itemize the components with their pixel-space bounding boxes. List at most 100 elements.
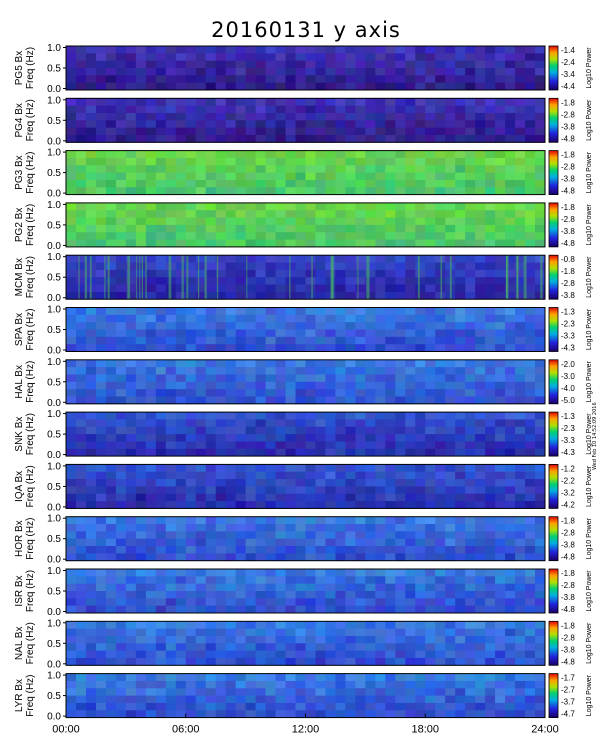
spectrogram-cell [95,224,107,233]
spectrogram-cell [165,680,177,689]
spectrogram-cell [375,165,386,173]
spectrogram-cell [145,150,157,159]
spectrogram-cell [165,307,177,316]
spectrogram-cell [295,277,306,285]
spectrogram-cell [375,621,386,630]
spectrogram-cell [125,695,137,704]
spectrogram-cell [175,702,187,711]
spectrogram-cell [355,60,366,69]
spectrogram-cell [205,239,217,248]
spectrogram-cell [165,516,177,525]
spectrogram-cell [85,493,97,502]
spectrogram-cell [515,179,526,188]
spectrogram-cell [245,605,257,614]
spectrogram-cell [305,120,316,129]
spectrogram-cell [105,688,117,696]
spectrogram-cell [415,643,426,652]
spectrogram-cell [475,134,486,143]
spectrogram-cell [175,531,187,540]
spectrogram-cell [345,82,356,91]
spectrogram-cell [85,569,97,577]
spectrogram-cell [405,471,416,480]
colorbar-tick-label: -4.3 [561,448,575,457]
spectrogram-cell [365,621,376,630]
spectrogram-cell [145,643,157,652]
spectrogram-cell [225,464,237,473]
spectrogram-cell [135,516,147,525]
spectrogram-cell [425,426,436,435]
spectrogram-cell [295,657,306,666]
spectrogram-cell [395,82,406,91]
spectrogram-cell [455,702,466,711]
spectrogram-cell [505,501,516,509]
spectrogram-cell [255,591,266,599]
spectrogram-cell [245,531,257,540]
spectrogram-cell [355,635,366,644]
spectrogram-cell [515,359,526,368]
spectrogram-cell [485,187,496,195]
spectrogram-cell [295,134,306,143]
spectrogram-cell [525,621,536,630]
spectrogram-cell [305,569,316,577]
spectrogram-cell [425,605,436,614]
spectrogram-cell [235,344,247,352]
spectrogram-cell [365,262,376,271]
spectrogram-cell [95,650,107,659]
spectrogram-cell [475,202,486,211]
spectrogram-cell [485,165,496,173]
spectrogram-cell [175,60,187,69]
spectrogram-cell [355,657,366,666]
spectrogram-cell [235,307,247,316]
spectrogram-cell [125,621,137,630]
spectrogram-cell [325,635,336,644]
spectrogram-cell [215,307,227,316]
spectrogram-cell [495,367,506,375]
spectrogram-cell [445,538,456,547]
spectrogram-cell [515,127,526,136]
spectrogram-cell [475,239,486,248]
spectrogram-cell [165,46,177,54]
spectrogram-cell [115,412,127,420]
spectrogram-cell [465,336,476,345]
spectrogram-cell [435,127,446,136]
spectrogram-cell [135,710,147,718]
spectrogram-cell [495,68,506,76]
spectrogram-cell [535,680,546,689]
spectrogram-cell [505,120,516,129]
spectrogram-cell [195,262,207,271]
spectrogram-cell [435,493,446,502]
spectrogram-cell [425,576,436,585]
spectrogram-cell [185,112,197,121]
spectrogram-cell [415,605,426,614]
spectrogram-cell [215,538,227,547]
spectrogram-cell [265,314,276,323]
spectrogram-cell [415,538,426,547]
spectrogram-cell [215,657,227,666]
spectrogram-cell [375,202,386,211]
spectrogram-cell [355,224,366,233]
spectrogram-cell [405,546,416,554]
spectrogram-cell [455,172,466,181]
spectrogram-cell [235,53,247,62]
spectrogram-cell [305,179,316,188]
spectrogram-cell [475,464,486,473]
spectrogram-cell [205,479,217,487]
spectrogram-cell [515,501,526,509]
spectrogram-cell [155,150,167,159]
spectrogram-cell [355,419,366,428]
spectrogram-cell [535,202,546,211]
spectrogram-cell [255,688,266,696]
spectrogram-cell [455,210,466,218]
spectrogram-cell [525,412,536,420]
spectrogram-cell [525,68,536,76]
spectrogram-cell [415,673,426,682]
spectrogram-cell [135,389,147,397]
spectrogram-cell [175,441,187,450]
spectrogram-cell [445,412,456,420]
spectrogram-cell [365,538,376,547]
spectrogram-cell [525,202,536,211]
spectrogram-cell [445,224,456,233]
spectrogram-cell [335,710,346,718]
spectrogram-cell [255,695,266,704]
